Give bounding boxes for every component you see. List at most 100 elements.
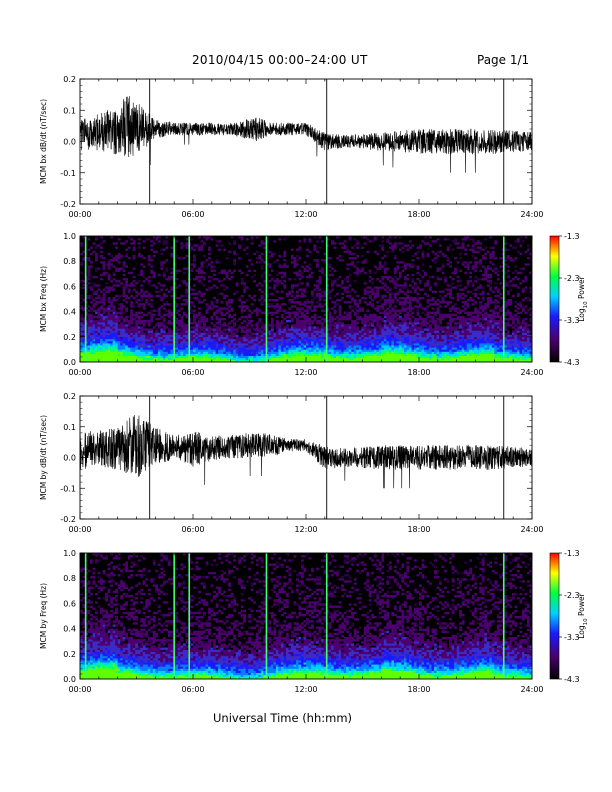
spectrogram-cell <box>157 322 161 325</box>
spectrogram-cell <box>105 343 108 346</box>
spectrogram-cell <box>416 359 420 363</box>
spectrogram-cell <box>107 351 111 354</box>
spectrogram-cell <box>182 267 186 270</box>
spectrogram-cell <box>230 347 234 350</box>
spectrogram-cell <box>215 332 219 335</box>
spectrogram-cell <box>208 328 211 331</box>
spectrogram-cell <box>220 280 224 283</box>
spectrogram-cell <box>393 355 397 359</box>
spectrogram-cell <box>175 338 179 342</box>
spectrogram-cell <box>306 305 309 308</box>
spectrogram-cell <box>461 301 465 304</box>
spectrogram-cell <box>295 334 299 338</box>
spectrogram-cell <box>424 242 427 245</box>
spectrogram-cell <box>431 336 435 340</box>
spectrogram-cell <box>313 296 317 300</box>
spectrogram-cell <box>413 345 417 348</box>
spectrogram-cell <box>193 347 196 350</box>
spectrogram-cell <box>97 315 101 319</box>
spectrogram-cell <box>198 332 201 335</box>
spectrogram-cell <box>331 307 334 310</box>
spectrogram-cell <box>170 246 174 249</box>
spectrogram-cell <box>406 296 410 300</box>
spectrogram-cell <box>436 349 440 352</box>
spectrogram-cell <box>185 303 189 306</box>
spectrogram-cell <box>255 334 259 338</box>
spectrogram-cell <box>270 345 274 348</box>
spectrogram-cell <box>213 355 216 359</box>
spectrogram-cell <box>155 294 159 298</box>
spectrogram-cell <box>461 242 465 245</box>
spectrogram-cell <box>429 359 432 363</box>
spectrogram-cell <box>80 271 83 275</box>
spectrogram-cell <box>100 349 103 352</box>
spectrogram-cell <box>90 343 93 346</box>
spectrogram-cell <box>336 324 339 327</box>
spectrogram-cell <box>230 343 234 346</box>
spectrogram-cell <box>313 307 317 310</box>
spectrogram-cell <box>416 309 420 312</box>
spectrogram-cell <box>117 317 121 321</box>
spectrogram-cell <box>180 257 184 260</box>
spectrogram-cell <box>346 294 349 298</box>
spectrogram-cell <box>193 263 196 266</box>
spectrogram-cell <box>142 338 146 342</box>
spectrogram-cell <box>260 252 264 256</box>
spectrogram-cell <box>170 294 174 298</box>
spectrogram-cell <box>112 259 116 262</box>
spectrogram-cell <box>413 324 417 327</box>
spectrogram-cell <box>243 288 247 291</box>
spectrogram-cell <box>446 345 450 348</box>
spectrogram-cell <box>338 324 342 327</box>
spectrogram-cell <box>80 343 83 346</box>
spectrogram-cell <box>366 315 370 319</box>
spectrogram-cell <box>122 320 126 323</box>
spectrogram-cell <box>210 301 214 304</box>
spectrogram-cell <box>193 345 196 348</box>
spectrogram-cell <box>87 267 91 270</box>
spectrogram-cell <box>180 330 184 333</box>
spectrogram-cell <box>341 326 344 329</box>
spectrogram-cell <box>466 328 470 331</box>
spectrogram-cell <box>446 353 450 356</box>
spectrogram-cell <box>87 248 91 251</box>
spectrogram-cell <box>421 347 425 350</box>
spectrogram-cell <box>137 280 141 283</box>
spectrogram-cell <box>250 236 254 239</box>
spectrogram-cell <box>240 349 244 352</box>
spectrogram-cell <box>381 294 385 298</box>
spectrogram-cell <box>333 301 337 304</box>
spectrogram-cell <box>436 278 440 281</box>
spectrogram-cell <box>398 273 402 277</box>
spectrogram-cell <box>429 357 432 361</box>
spectrogram-cell <box>351 345 355 348</box>
spectrogram-cell <box>298 240 302 243</box>
spectrogram-cell <box>393 296 397 300</box>
spectrogram-cell <box>336 334 339 338</box>
spectrogram-cell <box>193 313 196 317</box>
spectrogram-cell <box>213 353 216 356</box>
spectrogram-cell <box>411 286 415 289</box>
spectrogram-cell <box>449 309 452 312</box>
spectrogram-cell <box>137 353 141 356</box>
spectrogram-cell <box>459 336 462 340</box>
spectrogram-cell <box>300 347 304 350</box>
spectrogram-cell <box>193 332 196 335</box>
spectrogram-cell <box>260 296 264 300</box>
spectrogram-cell <box>403 303 407 306</box>
spectrogram-cell <box>446 336 450 340</box>
spectrogram-cell <box>429 286 432 289</box>
spectrogram-cell <box>328 343 332 346</box>
spectrogram-cell <box>464 248 468 251</box>
spectrogram-cell <box>115 332 118 335</box>
spectrogram-cell <box>275 355 279 359</box>
spectrogram-cell <box>142 334 146 338</box>
spectrogram-cell <box>215 315 219 319</box>
spectrogram-cell <box>228 322 231 325</box>
spectrogram-cell <box>240 305 244 308</box>
spectrogram-cell <box>439 278 442 281</box>
spectrogram-cell <box>300 336 304 340</box>
spectrogram-cell <box>152 353 156 356</box>
spectrogram-cell <box>348 250 352 254</box>
spectrogram-cell <box>338 322 342 325</box>
